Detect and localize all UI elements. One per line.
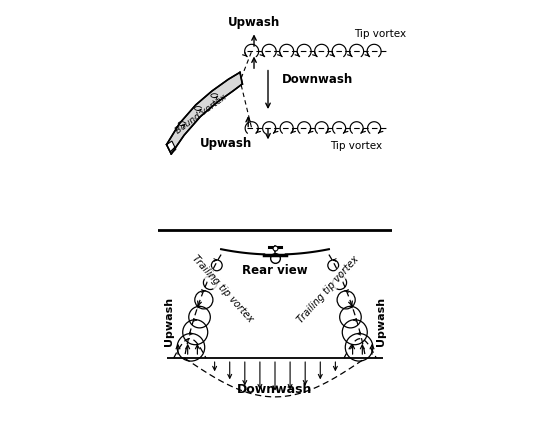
Text: Upwash: Upwash [164,297,174,346]
Text: Upwash: Upwash [200,137,252,150]
Text: Trailing tip vortex: Trailing tip vortex [295,253,360,325]
Text: Upwash: Upwash [376,297,386,346]
Text: Rear view: Rear view [242,264,308,277]
Polygon shape [167,141,176,154]
Text: Trailing tip vortex: Trailing tip vortex [190,253,255,325]
Text: Downwash: Downwash [282,73,353,86]
Text: Downwash: Downwash [237,382,313,396]
Text: Upwash: Upwash [228,16,280,29]
Text: Bound vortex: Bound vortex [174,93,229,136]
Polygon shape [167,72,243,154]
Text: Tip vortex: Tip vortex [331,141,383,151]
Text: Tip vortex: Tip vortex [354,29,406,39]
